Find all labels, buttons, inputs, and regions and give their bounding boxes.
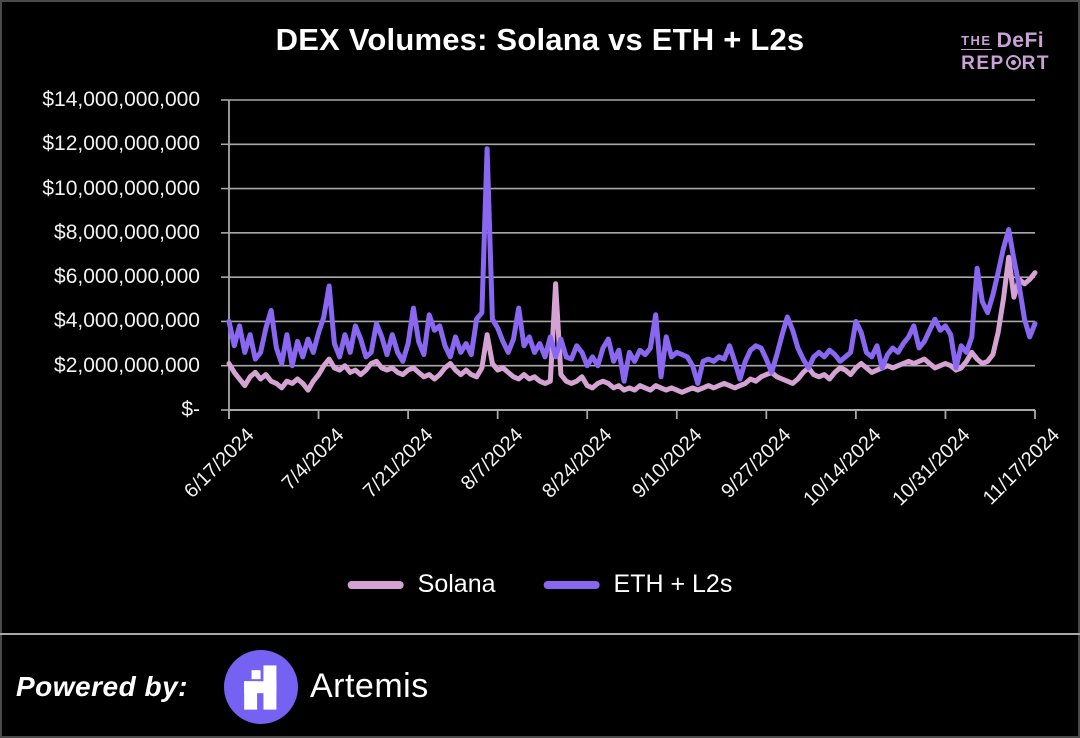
x-axis-tick-label: 9/27/2024 bbox=[717, 424, 796, 503]
bullseye-o-icon bbox=[1005, 55, 1021, 71]
y-axis-tick-label: $14,000,000,000 bbox=[42, 88, 200, 111]
y-axis-tick-label: $8,000,000,000 bbox=[54, 220, 200, 244]
brand-line-1: THE DeFi bbox=[961, 29, 1050, 52]
y-axis-tick-label: $6,000,000,000 bbox=[54, 265, 200, 289]
x-axis-labels: 6/17/2024 7/4/2024 7/21/2024 8/7/2024 8/24/2… bbox=[180, 424, 1065, 511]
legend: Solana ETH + L2s bbox=[347, 570, 733, 599]
brand-the-label: THE bbox=[961, 33, 992, 50]
x-axis-tick-label: 10/31/2024 bbox=[888, 424, 976, 511]
chart-area: $- $2,000,000,000 $4,000,000,000 $6,000,000… bbox=[0, 0, 1065, 560]
brand-rt-label: RT bbox=[1021, 53, 1050, 75]
legend-label-eth-l2s: ETH + L2s bbox=[613, 570, 733, 598]
x-axis-tick-label: 7/21/2024 bbox=[359, 424, 438, 503]
x-axis-tick-label: 8/7/2024 bbox=[456, 424, 528, 495]
legend-item-solana: Solana bbox=[347, 570, 496, 599]
x-axis-tick-label: 11/17/2024 bbox=[979, 424, 1065, 510]
defi-report-logo: THE DeFi REP RT bbox=[961, 29, 1050, 74]
solana-line-swatch-icon bbox=[347, 580, 404, 589]
legend-item-eth-l2s: ETH + L2s bbox=[543, 570, 733, 599]
legend-label-solana: Solana bbox=[417, 570, 496, 598]
brand-rep-label: REP bbox=[961, 53, 1005, 75]
artemis-logo-icon bbox=[223, 649, 298, 724]
artemis-brand-name: Artemis bbox=[309, 667, 429, 705]
chart-plot-svg bbox=[221, 99, 1038, 419]
y-axis-labels: $- $2,000,000,000 $4,000,000,000 $6,000,000… bbox=[0, 0, 200, 560]
x-axis-tick-label: 9/10/2024 bbox=[627, 424, 707, 503]
eth-l2s-line-swatch-icon bbox=[543, 580, 600, 589]
series-line-eth-l2s bbox=[226, 146, 1038, 386]
footer: Powered by: Artemis bbox=[0, 633, 1080, 738]
y-axis-tick-label: $2,000,000,000 bbox=[54, 353, 200, 377]
y-axis-tick-label: $4,000,000,000 bbox=[54, 309, 200, 333]
brand-defi-label: DeFi bbox=[996, 29, 1045, 52]
x-axis-tick-label: 8/24/2024 bbox=[538, 424, 617, 503]
brand-line-2: REP RT bbox=[961, 54, 1050, 74]
x-axis-tick-label: 10/14/2024 bbox=[799, 424, 886, 511]
y-axis-tick-label: $- bbox=[181, 398, 200, 421]
series-line-solana bbox=[226, 254, 1038, 395]
chart-title: DEX Volumes: Solana vs ETH + L2s bbox=[275, 22, 805, 57]
x-axis-tick-label: 7/4/2024 bbox=[277, 424, 349, 495]
y-axis-tick-label: $10,000,000,000 bbox=[42, 176, 200, 200]
powered-by-label: Powered by: bbox=[16, 670, 188, 702]
y-axis-tick-label: $12,000,000,000 bbox=[42, 132, 200, 156]
x-axis-tick-label: 6/17/2024 bbox=[180, 424, 259, 503]
